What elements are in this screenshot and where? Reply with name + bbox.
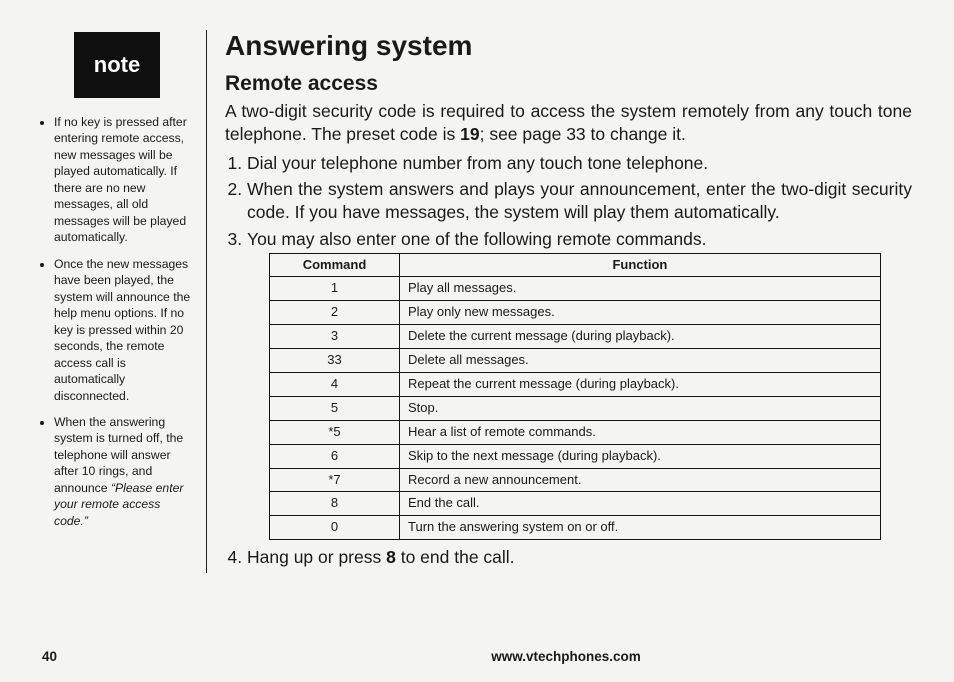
function-cell: Turn the answering system on or off.: [400, 516, 881, 540]
page-title: Answering system: [225, 30, 912, 62]
step-text-post: to end the call.: [396, 547, 515, 567]
side-note-text: If no key is pressed after entering remo…: [54, 115, 187, 244]
step-text: When the system answers and plays your a…: [247, 179, 912, 222]
step: When the system answers and plays your a…: [247, 178, 912, 224]
function-cell: Repeat the current message (during playb…: [400, 372, 881, 396]
step-text: Dial your telephone number from any touc…: [247, 153, 708, 173]
command-cell: 4: [270, 372, 400, 396]
function-cell: Delete the current message (during playb…: [400, 325, 881, 349]
sidebar: note If no key is pressed after entering…: [42, 30, 206, 573]
function-cell: Record a new announcement.: [400, 468, 881, 492]
side-note: If no key is pressed after entering remo…: [54, 114, 192, 246]
command-cell: 3: [270, 325, 400, 349]
page-content: note If no key is pressed after entering…: [42, 30, 912, 573]
table-row: 5Stop.: [270, 396, 881, 420]
page-number: 40: [42, 649, 220, 664]
table-row: 4Repeat the current message (during play…: [270, 372, 881, 396]
command-cell: 2: [270, 301, 400, 325]
function-cell: End the call.: [400, 492, 881, 516]
main-content: Answering system Remote access A two-dig…: [225, 30, 912, 573]
step: Hang up or press 8 to end the call.: [247, 546, 912, 569]
intro-paragraph: A two-digit security code is required to…: [225, 100, 912, 146]
intro-post: ; see page 33 to change it.: [480, 124, 686, 144]
step-text: You may also enter one of the following …: [247, 229, 706, 249]
function-cell: Play all messages.: [400, 277, 881, 301]
note-badge: note: [74, 32, 160, 98]
table-row: 8End the call.: [270, 492, 881, 516]
table-row: 2Play only new messages.: [270, 301, 881, 325]
side-note: Once the new messages have been played, …: [54, 256, 192, 404]
section-title: Remote access: [225, 72, 912, 96]
table-row: *7Record a new announcement.: [270, 468, 881, 492]
table-row: 6Skip to the next message (during playba…: [270, 444, 881, 468]
table-row: *5Hear a list of remote commands.: [270, 420, 881, 444]
table-header-row: Command Function: [270, 253, 881, 277]
side-note: When the answering system is turned off,…: [54, 414, 192, 529]
function-cell: Hear a list of remote commands.: [400, 420, 881, 444]
note-badge-label: note: [94, 52, 140, 78]
command-cell: 1: [270, 277, 400, 301]
table-header-function: Function: [400, 253, 881, 277]
table-row: 1Play all messages.: [270, 277, 881, 301]
step: Dial your telephone number from any touc…: [247, 152, 912, 175]
command-cell: 33: [270, 349, 400, 373]
table-row: 0Turn the answering system on or off.: [270, 516, 881, 540]
command-cell: 8: [270, 492, 400, 516]
side-notes-list: If no key is pressed after entering remo…: [42, 114, 192, 529]
footer-url: www.vtechphones.com: [220, 649, 912, 664]
function-cell: Skip to the next message (during playbac…: [400, 444, 881, 468]
step-text-pre: Hang up or press: [247, 547, 386, 567]
function-cell: Stop.: [400, 396, 881, 420]
vertical-divider: [206, 30, 207, 573]
page-footer: 40 www.vtechphones.com: [42, 649, 912, 664]
side-note-text: Once the new messages have been played, …: [54, 257, 190, 403]
table-header-command: Command: [270, 253, 400, 277]
steps-list: Dial your telephone number from any touc…: [225, 152, 912, 569]
command-cell: 0: [270, 516, 400, 540]
step: You may also enter one of the following …: [247, 228, 912, 540]
function-cell: Play only new messages.: [400, 301, 881, 325]
command-cell: *7: [270, 468, 400, 492]
function-cell: Delete all messages.: [400, 349, 881, 373]
table-row: 33Delete all messages.: [270, 349, 881, 373]
commands-table: Command Function 1Play all messages. 2Pl…: [269, 253, 881, 541]
intro-code: 19: [460, 124, 479, 144]
command-cell: 6: [270, 444, 400, 468]
command-cell: *5: [270, 420, 400, 444]
table-row: 3Delete the current message (during play…: [270, 325, 881, 349]
step-key: 8: [386, 547, 396, 567]
command-cell: 5: [270, 396, 400, 420]
